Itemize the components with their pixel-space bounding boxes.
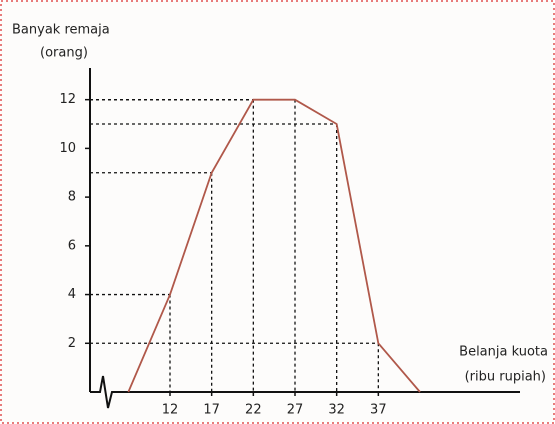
x-tick-label: 17 — [203, 403, 220, 418]
x-tick-label: 37 — [370, 403, 387, 418]
x-tick-label: 32 — [328, 403, 345, 418]
line — [127, 98, 421, 393]
y-tick-label: 10 — [59, 141, 76, 156]
y-tick-label: 12 — [59, 92, 76, 107]
x-axis-label: Belanja kuota — [459, 345, 548, 360]
y-axis-unit: (orang) — [40, 46, 88, 61]
x-tick-label: 27 — [287, 403, 304, 418]
x-tick-label: 22 — [245, 403, 262, 418]
y-tick-label: 2 — [68, 336, 76, 351]
y-tick-label: 8 — [68, 190, 76, 205]
x-axis — [90, 375, 520, 409]
y-tick-label: 4 — [68, 287, 76, 302]
y-axis-label: Banyak remaja — [12, 23, 110, 38]
x-axis-unit: (ribu rupiah) — [465, 370, 546, 385]
x-tick-label: 12 — [162, 403, 179, 418]
y-tick-label: 6 — [68, 238, 76, 253]
